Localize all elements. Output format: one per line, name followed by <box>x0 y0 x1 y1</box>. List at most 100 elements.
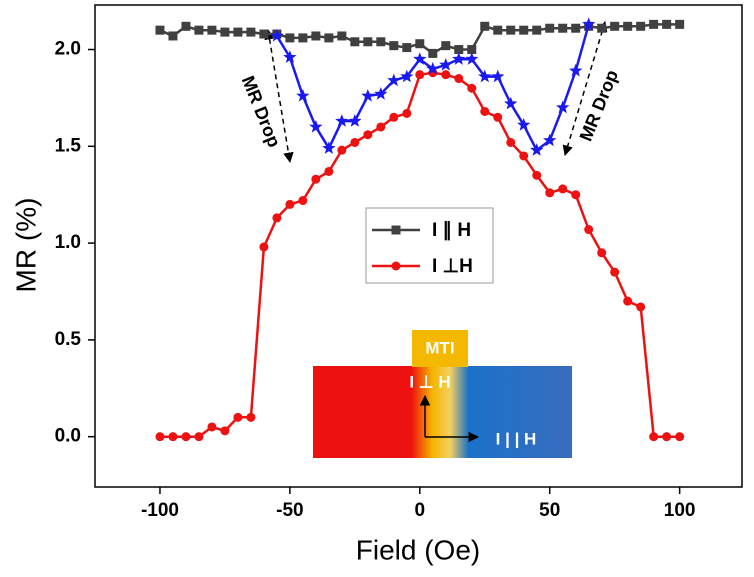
x-tick-label: -100 <box>141 500 179 521</box>
dashed-arrow <box>264 28 294 164</box>
x-tick-label: -50 <box>276 500 303 521</box>
data-point <box>532 25 542 35</box>
legend-label: I ∥ H <box>432 220 471 241</box>
series-line <box>275 24 590 153</box>
data-point <box>207 422 217 432</box>
plot-frame <box>94 4 743 488</box>
data-point <box>493 25 503 35</box>
data-point <box>584 225 594 235</box>
data-point <box>441 41 451 51</box>
data-point <box>285 33 295 43</box>
data-point <box>413 52 427 65</box>
data-point <box>337 145 347 155</box>
data-point <box>478 69 492 83</box>
data-point <box>597 248 607 258</box>
data-point <box>506 137 516 147</box>
data-point <box>610 21 620 31</box>
data-point <box>636 302 646 312</box>
data-point <box>285 199 295 209</box>
mti-box <box>412 330 468 367</box>
data-point <box>571 190 581 200</box>
data-point <box>155 432 165 442</box>
mti-label: MTI <box>425 338 454 357</box>
legend-marker <box>391 261 401 271</box>
data-point <box>623 296 633 306</box>
data-point <box>233 27 243 37</box>
data-point <box>623 21 633 31</box>
y-tick-label: 2.0 <box>55 39 81 60</box>
data-point <box>465 52 479 65</box>
x-tick-label: 100 <box>664 500 696 521</box>
data-point <box>415 70 425 80</box>
data-point <box>296 89 310 102</box>
y-axis-title: MR (%) <box>10 198 41 293</box>
data-point <box>168 432 178 442</box>
data-point <box>363 130 373 140</box>
data-point <box>558 23 568 33</box>
data-point <box>402 43 412 53</box>
data-point <box>480 106 490 116</box>
data-point <box>610 267 620 277</box>
data-point <box>324 33 334 43</box>
data-point <box>298 33 308 43</box>
data-point <box>467 83 477 93</box>
data-point <box>272 213 282 223</box>
data-point <box>168 31 178 41</box>
data-point <box>506 25 516 35</box>
data-point <box>220 426 230 436</box>
data-point <box>311 174 321 184</box>
data-point <box>636 21 646 31</box>
data-point <box>259 242 269 252</box>
data-point <box>220 27 230 37</box>
legend-marker <box>391 225 401 235</box>
y-tick-label: 1.0 <box>55 232 81 253</box>
data-point <box>350 137 360 147</box>
data-point <box>283 50 297 63</box>
data-point <box>350 37 360 47</box>
data-point <box>519 25 529 35</box>
data-point <box>402 108 412 118</box>
data-point <box>454 45 464 55</box>
data-point <box>649 432 659 442</box>
data-point <box>662 19 672 29</box>
data-point <box>662 432 672 442</box>
data-point <box>387 73 401 87</box>
data-point <box>543 133 557 147</box>
data-point <box>571 23 581 33</box>
data-point <box>270 29 284 42</box>
data-point <box>400 69 414 83</box>
data-point <box>207 25 217 35</box>
data-point <box>426 61 440 75</box>
data-point <box>558 184 568 194</box>
legend-box <box>365 207 494 284</box>
data-point <box>259 29 269 39</box>
data-point <box>675 432 685 442</box>
data-point <box>517 118 531 131</box>
data-point <box>439 58 453 71</box>
y-tick-label: 0.0 <box>55 426 81 447</box>
data-point <box>376 37 386 47</box>
data-point <box>194 25 204 35</box>
data-point <box>361 89 375 102</box>
data-point <box>519 151 529 161</box>
data-point <box>194 432 204 442</box>
x-axis-title: Field (Oe) <box>356 534 480 565</box>
data-point <box>233 412 243 422</box>
data-point <box>335 114 349 127</box>
data-point <box>597 23 607 33</box>
y-tick-label: 0.5 <box>55 329 82 350</box>
data-point <box>181 21 191 31</box>
data-point <box>649 19 659 29</box>
data-point <box>363 37 373 47</box>
data-point <box>389 41 399 51</box>
data-point <box>324 166 334 176</box>
data-point <box>452 52 466 65</box>
perp-label: I ⊥ H <box>409 372 450 391</box>
data-point <box>467 45 477 55</box>
data-point <box>530 143 544 156</box>
data-point <box>428 48 438 58</box>
data-point <box>480 21 490 31</box>
annotation: MR Drop <box>576 67 623 144</box>
data-point <box>181 432 191 442</box>
